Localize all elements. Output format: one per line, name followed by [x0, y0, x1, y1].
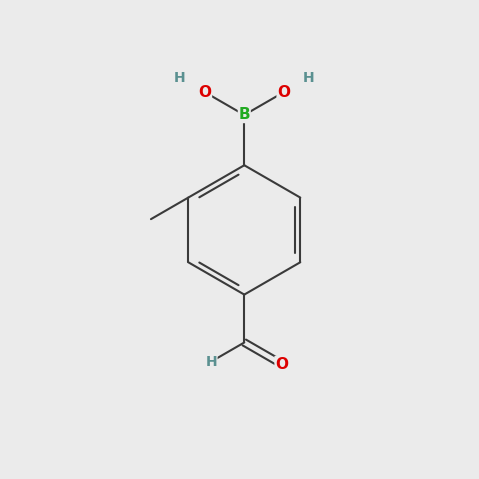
- Text: O: O: [198, 85, 211, 100]
- Text: O: O: [275, 356, 288, 372]
- Text: H: H: [303, 71, 314, 85]
- Text: H: H: [205, 354, 217, 369]
- Text: H: H: [174, 71, 186, 85]
- Text: O: O: [277, 85, 290, 100]
- Text: B: B: [239, 107, 250, 123]
